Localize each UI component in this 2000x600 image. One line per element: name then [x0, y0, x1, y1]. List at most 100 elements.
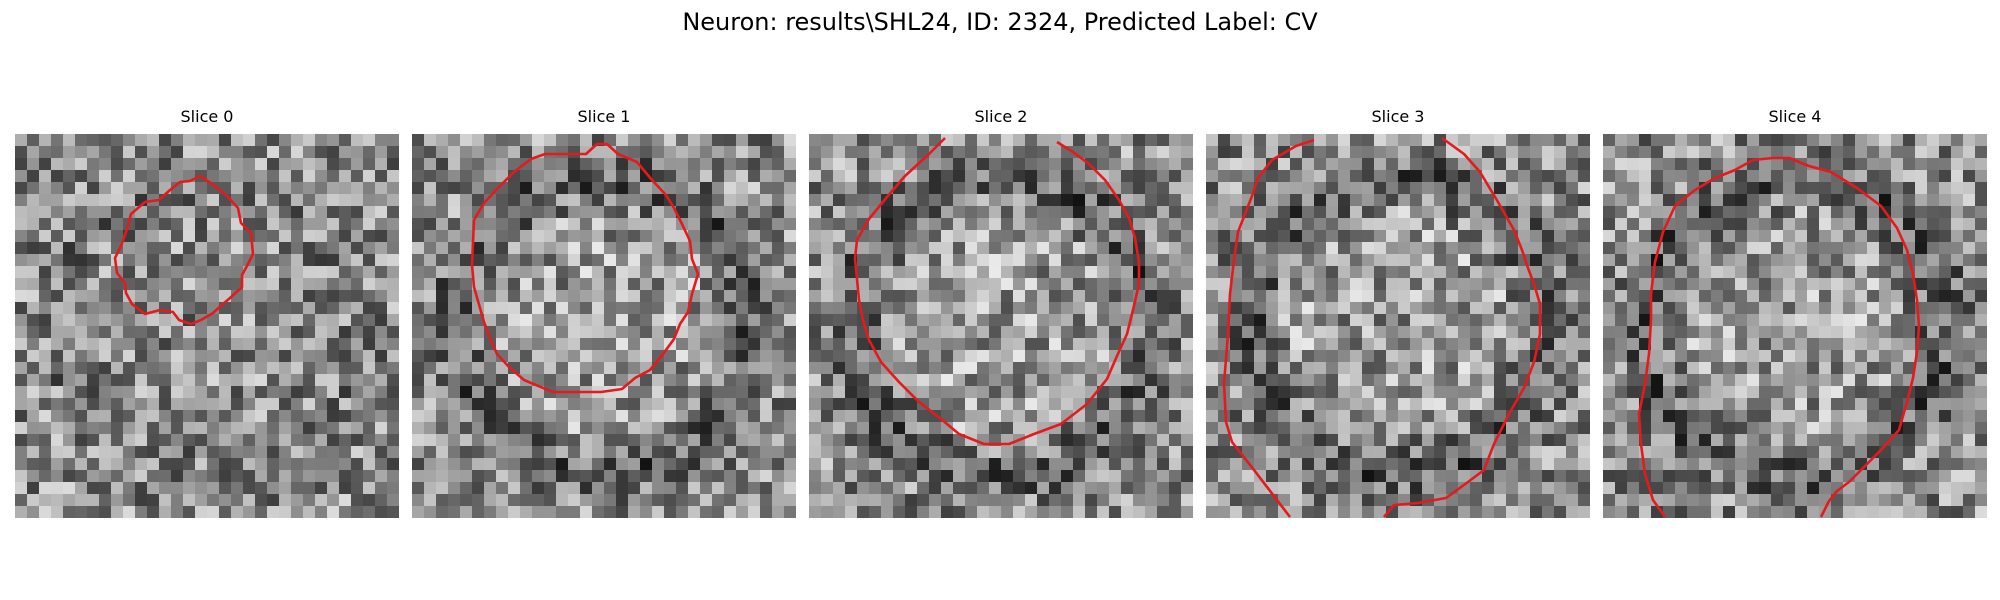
image-pixel: [1675, 158, 1688, 171]
image-pixel: [568, 374, 581, 387]
image-pixel: [1771, 206, 1784, 219]
image-pixel: [1133, 194, 1146, 207]
image-pixel: [869, 134, 882, 147]
image-pixel: [1951, 266, 1964, 279]
image-pixel: [784, 194, 796, 207]
image-pixel: [412, 206, 425, 219]
image-pixel: [748, 170, 761, 183]
image-pixel: [1398, 482, 1411, 495]
image-pixel: [75, 290, 88, 303]
image-pixel: [1831, 410, 1844, 423]
image-pixel: [1121, 242, 1134, 255]
image-pixel: [387, 278, 399, 291]
image-pixel: [1338, 206, 1351, 219]
image-pixel: [688, 398, 701, 411]
image-pixel: [1518, 230, 1531, 243]
image-pixel: [568, 194, 581, 207]
image-pixel: [327, 230, 340, 243]
image-pixel: [1410, 458, 1423, 471]
image-pixel: [1566, 206, 1579, 219]
image-pixel: [472, 398, 485, 411]
image-pixel: [87, 158, 100, 171]
image-pixel: [1542, 302, 1555, 315]
image-pixel: [1651, 170, 1664, 183]
image-pixel: [1350, 446, 1363, 459]
image-pixel: [1338, 254, 1351, 267]
image-pixel: [255, 254, 268, 267]
image-pixel: [736, 326, 749, 339]
image-pixel: [1025, 182, 1038, 195]
image-pixel: [1675, 254, 1688, 267]
image-pixel: [1037, 254, 1050, 267]
image-pixel: [424, 410, 437, 423]
image-pixel: [1230, 278, 1243, 291]
image-pixel: [881, 422, 894, 435]
image-pixel: [63, 482, 76, 495]
image-pixel: [616, 242, 629, 255]
image-pixel: [929, 422, 942, 435]
image-pixel: [1494, 242, 1507, 255]
image-pixel: [1615, 338, 1628, 351]
image-pixel: [1506, 458, 1519, 471]
image-pixel: [1278, 326, 1291, 339]
image-pixel: [1795, 362, 1808, 375]
image-pixel: [147, 314, 160, 327]
image-pixel: [231, 254, 244, 267]
image-pixel: [1362, 254, 1375, 267]
image-pixel: [1494, 254, 1507, 267]
image-pixel: [1554, 326, 1567, 339]
image-pixel: [1061, 494, 1074, 507]
image-pixel: [1169, 242, 1182, 255]
image-pixel: [484, 218, 497, 231]
image-pixel: [989, 158, 1002, 171]
image-pixel: [159, 170, 172, 183]
image-pixel: [1326, 470, 1339, 483]
image-pixel: [1771, 182, 1784, 195]
image-pixel: [496, 158, 509, 171]
image-pixel: [1290, 482, 1303, 495]
image-pixel: [99, 362, 112, 375]
image-pixel: [412, 506, 425, 518]
image-pixel: [1675, 242, 1688, 255]
image-pixel: [905, 506, 918, 518]
image-pixel: [171, 218, 184, 231]
image-pixel: [1494, 278, 1507, 291]
image-pixel: [171, 470, 184, 483]
image-pixel: [965, 458, 978, 471]
image-pixel: [1675, 134, 1688, 147]
image-pixel: [1386, 314, 1399, 327]
image-pixel: [1747, 314, 1760, 327]
image-pixel: [1855, 398, 1868, 411]
image-pixel: [87, 494, 100, 507]
image-pixel: [51, 410, 64, 423]
image-pixel: [1578, 218, 1590, 231]
image-pixel: [1711, 314, 1724, 327]
image-pixel: [1915, 254, 1928, 267]
image-pixel: [448, 170, 461, 183]
image-pixel: [965, 134, 978, 147]
image-pixel: [628, 254, 641, 267]
image-pixel: [1675, 374, 1688, 387]
image-pixel: [736, 494, 749, 507]
image-pixel: [580, 314, 593, 327]
image-pixel: [893, 314, 906, 327]
image-pixel: [1759, 278, 1772, 291]
image-pixel: [1386, 446, 1399, 459]
image-pixel: [784, 230, 796, 243]
image-pixel: [87, 458, 100, 471]
image-pixel: [111, 434, 124, 447]
image-pixel: [291, 470, 304, 483]
image-pixel: [965, 182, 978, 195]
image-pixel: [772, 218, 785, 231]
image-pixel: [1338, 242, 1351, 255]
image-pixel: [1518, 362, 1531, 375]
image-pixel: [772, 134, 785, 147]
image-pixel: [15, 290, 28, 303]
image-pixel: [243, 302, 256, 315]
image-pixel: [1169, 134, 1182, 147]
image-pixel: [315, 494, 328, 507]
image-pixel: [1386, 410, 1399, 423]
image-pixel: [1362, 302, 1375, 315]
image-pixel: [291, 338, 304, 351]
image-pixel: [1157, 266, 1170, 279]
